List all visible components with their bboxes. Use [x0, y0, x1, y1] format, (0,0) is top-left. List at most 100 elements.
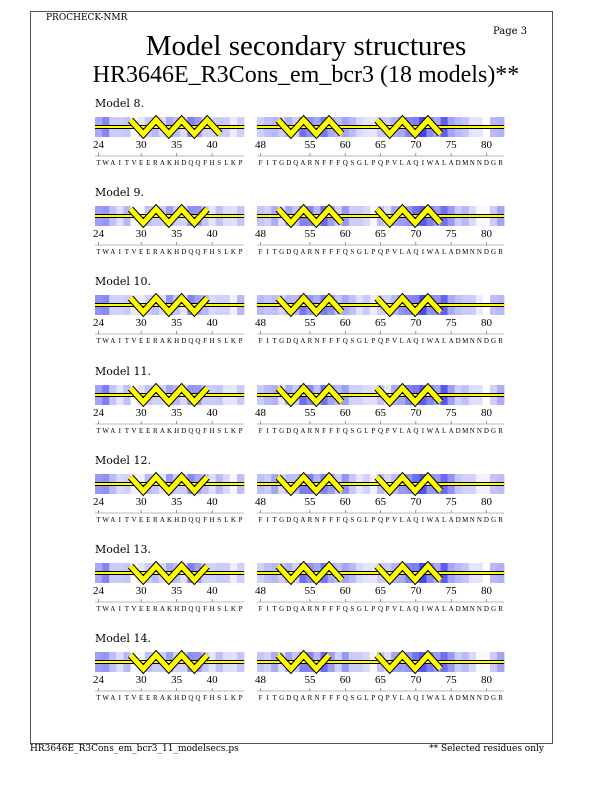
residue-letter: Q: [343, 605, 348, 613]
residue-number-label: 30: [136, 674, 148, 686]
residue-letter: A: [406, 159, 411, 167]
residue-number-label: 35: [171, 585, 183, 597]
residue-letter: W: [427, 605, 434, 613]
residue-letter: D: [181, 516, 186, 524]
residue-letter: T: [273, 516, 278, 524]
model-block: Model 8. 24 30 35 40 T W A I T V E E R A K H D Q Q F H S L K P 48 5…: [90, 97, 520, 172]
residue-letter: R: [153, 605, 158, 613]
residue-letter: G: [491, 694, 496, 702]
residue-letter: Q: [293, 248, 298, 256]
residue-number-label: 60: [340, 585, 352, 597]
residue-letter: A: [300, 337, 305, 345]
residue-number-label: 24: [93, 317, 105, 329]
residue-letter: D: [484, 427, 489, 435]
residue-letter: F: [259, 337, 263, 345]
helix-ribbon: [128, 205, 210, 227]
residue-letter: G: [491, 337, 496, 345]
residue-letter: S: [217, 605, 221, 613]
residue-letter: A: [300, 605, 305, 613]
residue-letter: G: [357, 337, 362, 345]
residue-letter: R: [498, 427, 503, 435]
residue-letter: Q: [378, 694, 383, 702]
residue-letter: P: [386, 248, 390, 256]
residue-letter: G: [279, 337, 284, 345]
residue-letter: M: [462, 427, 469, 435]
residue-number-label: 55: [304, 496, 316, 508]
residue-letter: A: [406, 694, 411, 702]
residue-letter: W: [102, 337, 109, 345]
model-label: Model 8.: [95, 97, 144, 110]
residue-number-label: 65: [375, 228, 387, 240]
residue-number-label: 75: [446, 139, 458, 151]
residue-letter: G: [357, 605, 362, 613]
page-title: Model secondary structures: [145, 30, 467, 62]
residue-number-label: 40: [207, 407, 219, 419]
residue-number-label: 65: [375, 674, 387, 686]
residue-letter: T: [125, 516, 130, 524]
page-subtitle: HR3646E_R3Cons_em_bcr3 (18 models)**: [92, 62, 520, 88]
residue-letter: A: [434, 337, 439, 345]
residue-letter: A: [160, 248, 165, 256]
residue-letter: F: [322, 694, 326, 702]
residue-number-label: 30: [136, 496, 148, 508]
residue-letter: Q: [293, 605, 298, 613]
residue-letter: N: [470, 694, 475, 702]
residue-letter: N: [470, 159, 475, 167]
residue-letter: R: [153, 159, 158, 167]
residue-letter: T: [273, 694, 278, 702]
residue-number-label: 48: [255, 674, 267, 686]
residue-letter: F: [336, 694, 340, 702]
residue-letter: V: [132, 337, 137, 345]
residue-letter: G: [279, 159, 284, 167]
residue-letter: K: [231, 694, 236, 702]
residue-letter: E: [139, 605, 143, 613]
residue-letter: H: [210, 427, 215, 435]
residue-letter: I: [266, 605, 269, 613]
residue-letter: D: [286, 516, 291, 524]
residue-number-label: 35: [171, 139, 183, 151]
residue-letter: R: [153, 516, 158, 524]
program-name: PROCHECK-NMR: [46, 13, 128, 23]
residue-letter: W: [102, 694, 109, 702]
residue-letter: D: [456, 516, 461, 524]
residue-letter: G: [491, 605, 496, 613]
residue-number-label: 55: [304, 317, 316, 329]
residue-number-label: 30: [136, 228, 148, 240]
model-block: Model 13. 24 30 35 40 T W A I T V E E R A K H D Q Q F H S L K P 48…: [90, 543, 520, 618]
residue-letter: L: [400, 694, 404, 702]
residue-letter: R: [308, 516, 313, 524]
residue-letter: L: [442, 159, 446, 167]
residue-letter: E: [139, 516, 143, 524]
residue-letter: W: [427, 694, 434, 702]
residue-letter: Q: [343, 694, 348, 702]
residue-letter: L: [442, 427, 446, 435]
residue-letter: A: [110, 248, 115, 256]
helix-ribbon: [375, 383, 443, 406]
residue-letter: A: [434, 694, 439, 702]
residue-letter: K: [231, 159, 236, 167]
residue-letter: F: [329, 337, 333, 345]
residue-number-label: 30: [136, 585, 148, 597]
residue-letter: N: [314, 516, 319, 524]
residue-letter: V: [132, 605, 137, 613]
footer-filename: HR3646E_R3Cons_em_bcr3_11_modelsecs.ps: [30, 744, 239, 754]
residue-letter: D: [484, 694, 489, 702]
residue-letter: W: [427, 159, 434, 167]
residue-letter: L: [442, 516, 446, 524]
residue-number-label: 70: [410, 585, 422, 597]
residue-letter: L: [400, 248, 404, 256]
residue-letter: A: [160, 427, 165, 435]
residue-letter: G: [357, 159, 362, 167]
residue-letter: G: [491, 427, 496, 435]
residue-letter: R: [498, 159, 503, 167]
residue-letter: Q: [188, 337, 193, 345]
residue-letter: F: [329, 248, 333, 256]
residue-letter: L: [224, 248, 228, 256]
helix-ribbon: [375, 205, 443, 227]
residue-letter: K: [167, 159, 172, 167]
residue-number-label: 75: [446, 407, 458, 419]
residue-letter: S: [217, 248, 221, 256]
residue-letter: Q: [195, 427, 200, 435]
residue-letter: G: [491, 159, 496, 167]
residue-letter: S: [350, 427, 354, 435]
